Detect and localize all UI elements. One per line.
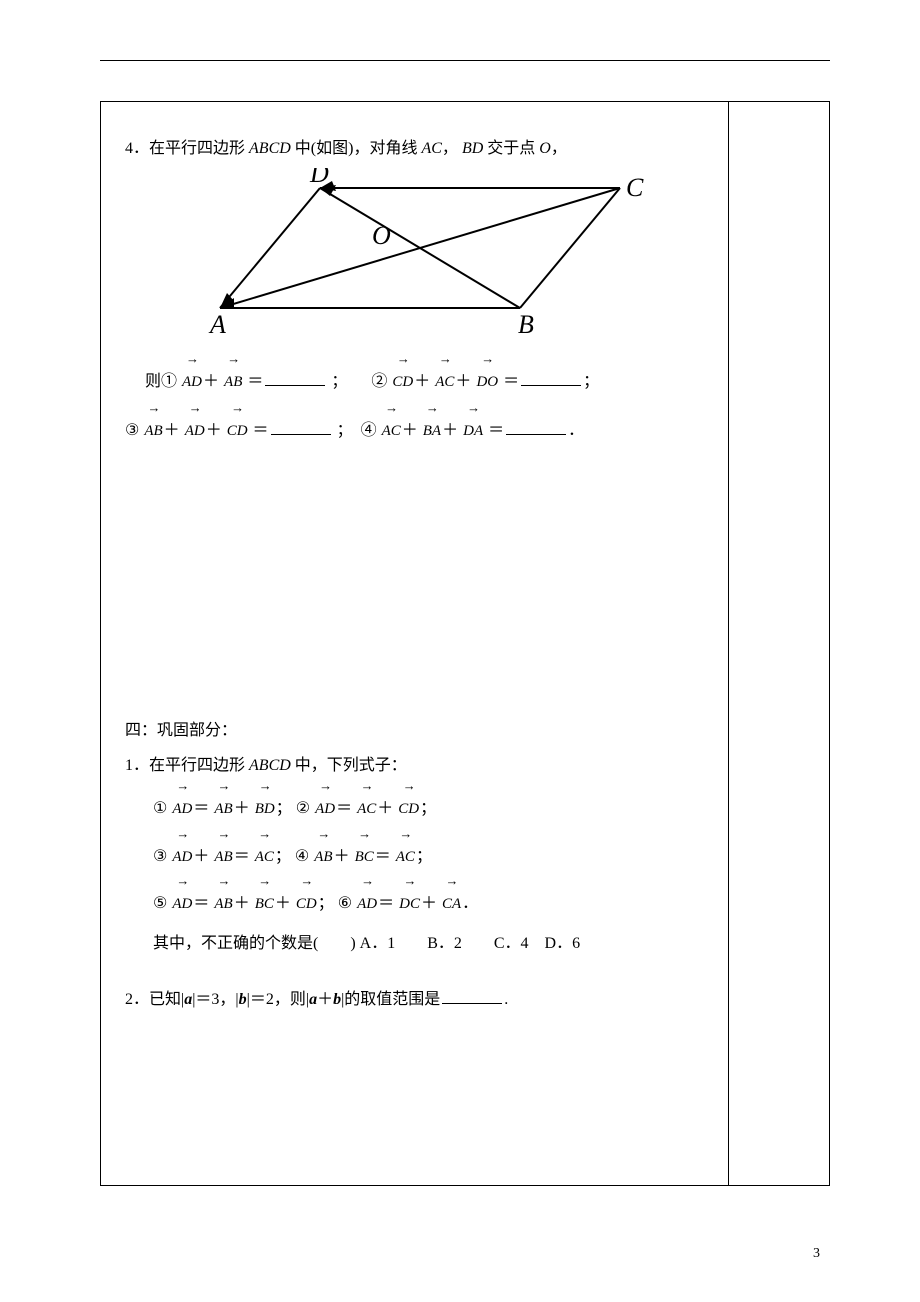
q4-diag1: AC	[421, 140, 441, 157]
label-b: B	[518, 310, 534, 338]
content-frame: 4．在平行四边形 ABCD 中(如图)，对角线 AC， BD 交于点 O，	[100, 101, 830, 1186]
vec-ad: →AD	[182, 354, 202, 400]
q4-diag2: BD	[462, 140, 483, 157]
q2-c: |＝2，则|	[247, 991, 309, 1008]
q2-b: |＝3，|	[192, 991, 238, 1008]
label-c: C	[626, 173, 644, 202]
l2-eq1: ＝	[253, 422, 269, 439]
l1-pre: 则①	[145, 373, 177, 390]
n5: ⑤	[153, 885, 167, 923]
vec-ab: →AB	[224, 354, 242, 400]
vec-da: →DA	[463, 403, 483, 449]
blank1	[265, 369, 325, 386]
q1-options: 其中，不正确的个数是( ) A．1 B．2 C．4 D．6	[153, 929, 704, 953]
l2-tail: ．	[568, 422, 584, 439]
q1-shape: ABCD	[249, 757, 291, 774]
q4-line1: 则① →AD＋ →AB ＝ ； ② →CD＋ →AC＋ →DO ＝；	[145, 354, 704, 401]
q1-b: 中，下列式子：	[295, 757, 407, 774]
q4-suffix: 交于点	[487, 140, 535, 157]
q2-f: .	[504, 991, 508, 1008]
vec-ac2: →AC	[382, 403, 401, 449]
q4-shape: ABCD	[249, 140, 291, 157]
vec-do: →DO	[476, 354, 498, 400]
q2: 2．已知|a|＝3，|b|＝2，则|a＋b|的取值范围是.	[125, 985, 704, 1009]
vec-cd: →CD	[392, 354, 413, 400]
q1-row2: ③ →AD＋ →AB＝ →AC； ④ →AB＋ →BC＝ →AC；	[153, 829, 704, 876]
blank3	[271, 418, 331, 435]
q4-comma: ，	[442, 140, 458, 157]
l1-eq1: ＝	[247, 373, 263, 390]
q2-bvar: b	[239, 991, 247, 1008]
vec-ba: →BA	[423, 403, 441, 449]
q4-tail: ，	[551, 140, 567, 157]
l2-eq2: ＝	[488, 422, 504, 439]
q2-a: 2．已知|	[125, 991, 184, 1008]
label-a: A	[208, 310, 226, 338]
n2: ②	[296, 790, 310, 828]
l1-sep: ； ②	[331, 373, 387, 390]
l1-tail: ；	[583, 373, 599, 390]
n6: ⑥	[338, 885, 352, 923]
q2-e: |的取值范围是	[341, 991, 440, 1008]
blank4	[506, 418, 566, 435]
top-rule	[100, 60, 830, 61]
gap	[125, 452, 704, 712]
q1-row1: ① →AD＝ →AB＋ →BD； ② →AD＝ →AC＋ →CD；	[153, 781, 704, 828]
q4-prefix: 4．在平行四边形	[125, 140, 245, 157]
q4-line2: ③ →AB＋ →AD＋ →CD ＝ ； ④ →AC＋ →BA＋ →DA ＝．	[125, 403, 704, 450]
section4-title: 四：巩固部分：	[125, 716, 704, 740]
main-column: 4．在平行四边形 ABCD 中(如图)，对角线 AC， BD 交于点 O，	[101, 102, 729, 1185]
l1-eq2: ＝	[503, 373, 519, 390]
parallelogram-diagram: A B C D O	[125, 168, 704, 338]
q2-d: ＋	[317, 991, 333, 1008]
n3: ③	[153, 838, 167, 876]
label-d: D	[309, 168, 329, 188]
page-number: 3	[813, 1246, 820, 1262]
diagram-svg: A B C D O	[180, 168, 650, 338]
n1: ①	[153, 790, 167, 828]
blank2	[521, 369, 581, 386]
l2-pre: ③	[125, 412, 139, 450]
page: 4．在平行四边形 ABCD 中(如图)，对角线 AC， BD 交于点 O，	[0, 0, 920, 1302]
vec-ad2: →AD	[185, 403, 205, 449]
label-o: O	[372, 221, 391, 250]
q4-intro: 4．在平行四边形 ABCD 中(如图)，对角线 AC， BD 交于点 O，	[125, 136, 704, 162]
q1-intro: 1．在平行四边形 ABCD 中，下列式子：	[125, 752, 704, 781]
n4: ④	[295, 838, 309, 876]
vec-ab2: →AB	[144, 403, 162, 449]
vec-cd2: →CD	[227, 403, 248, 449]
side-column	[729, 102, 829, 1185]
vec-ac: →AC	[435, 354, 454, 400]
l2-sep: ； ④	[337, 422, 377, 439]
q4-point: O	[539, 140, 551, 157]
q1-a: 1．在平行四边形	[125, 757, 245, 774]
q1-row3: ⑤ →AD＝ →AB＋ →BC＋ →CD； ⑥ →AD＝ →DC＋ →CA．	[153, 876, 704, 923]
q4-mid: 中(如图)，对角线	[295, 140, 418, 157]
q2-blank	[442, 987, 502, 1004]
